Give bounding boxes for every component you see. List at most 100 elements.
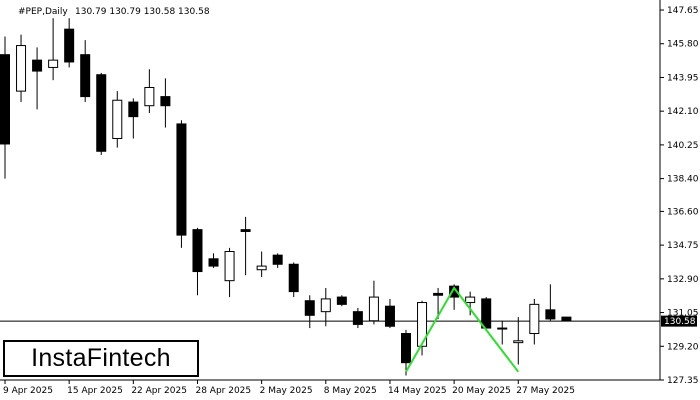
- candle-body: [433, 292, 444, 296]
- double-bottom-pattern-line: [405, 286, 520, 373]
- candle-body: [320, 298, 331, 313]
- candle-body: [128, 101, 139, 118]
- time-tick-label: 20 May 2025: [452, 386, 511, 396]
- candle: [0, 36, 10, 179]
- candle-body: [240, 229, 251, 232]
- candle-body: [0, 54, 10, 145]
- time-tick-label: 2 May 2025: [260, 386, 313, 396]
- candle-body: [417, 302, 428, 347]
- candle: [417, 300, 428, 356]
- candle: [64, 18, 75, 68]
- time-tick-label: 8 May 2025: [324, 386, 377, 396]
- candle: [401, 329, 411, 376]
- time-tick-label: 15 Apr 2025: [67, 386, 123, 396]
- candle: [481, 297, 492, 329]
- candle: [513, 317, 524, 365]
- price-tick-label: 147.65: [667, 6, 699, 16]
- candle: [497, 320, 508, 345]
- candle: [112, 91, 123, 148]
- candle: [288, 262, 299, 298]
- candle-body: [513, 340, 524, 344]
- candle: [192, 227, 203, 296]
- candle-body: [545, 309, 556, 320]
- time-tick-label: 9 Apr 2025: [3, 386, 53, 396]
- time-tick-label: 28 Apr 2025: [195, 386, 251, 396]
- chart-area: [0, 0, 660, 380]
- candle: [529, 298, 540, 345]
- price-tick-label: 136.60: [667, 207, 699, 217]
- candles: [0, 18, 572, 376]
- price-tick-label: 131.05: [667, 309, 699, 319]
- candle-body: [256, 265, 267, 271]
- current-price-badge-box: [661, 315, 697, 327]
- candle: [304, 295, 315, 329]
- candle: [240, 216, 251, 276]
- price-tick-label: 140.25: [667, 141, 699, 151]
- price-tick-label: 134.75: [667, 241, 699, 251]
- candle: [80, 40, 91, 103]
- candle-body: [336, 296, 347, 305]
- instafintech-logo: InstaFintech: [3, 340, 199, 377]
- candle-body: [144, 86, 155, 107]
- price-tick-label: 138.40: [667, 175, 699, 185]
- candle-body: [529, 303, 540, 335]
- candle-body: [32, 59, 43, 72]
- candle-body: [272, 254, 283, 265]
- candle: [128, 98, 139, 139]
- candle: [368, 280, 379, 325]
- candle: [224, 247, 235, 298]
- candle-body: [497, 327, 508, 330]
- candle-body: [80, 54, 91, 98]
- candle: [144, 69, 155, 113]
- candle-body: [465, 296, 476, 304]
- price-tick-label: 145.80: [667, 40, 699, 50]
- candle-body: [352, 311, 363, 325]
- candle: [561, 316, 572, 322]
- candle-body: [368, 296, 379, 322]
- candle-body: [176, 123, 187, 236]
- candle: [32, 47, 43, 110]
- candle-body: [16, 45, 27, 92]
- candle-body: [160, 96, 171, 107]
- candle-body: [384, 305, 395, 327]
- symbol-label: #PEP,Daily: [18, 7, 68, 17]
- price-tick-label: 127.35: [667, 376, 699, 386]
- candle: [160, 78, 171, 128]
- current-price-value: 130.58: [664, 317, 696, 327]
- candle-body: [64, 28, 75, 63]
- current-price-badge: 130.58: [661, 315, 697, 327]
- time-axis: 9 Apr 2025 15 Apr 2025 22 Apr 2025 28 Apr 2…: [3, 380, 575, 396]
- candle: [545, 284, 556, 321]
- price-tick-label: 132.90: [667, 275, 699, 285]
- candle: [48, 18, 59, 81]
- candle: [352, 308, 363, 329]
- candle: [272, 253, 283, 268]
- price-tick-label: 129.20: [667, 342, 699, 352]
- candle-body: [112, 99, 123, 140]
- candle-body: [401, 333, 411, 364]
- time-tick-label: 22 Apr 2025: [131, 386, 187, 396]
- candle: [433, 287, 444, 319]
- candle: [256, 251, 267, 278]
- candle: [384, 298, 395, 329]
- candle-body: [192, 229, 203, 273]
- candle: [176, 120, 187, 248]
- candle: [320, 287, 331, 327]
- ohlc-label: 130.79 130.79 130.58 130.58: [75, 7, 210, 17]
- time-tick-label: 27 May 2025: [516, 386, 575, 396]
- price-axis: 147.65 145.80 143.95 142.10 140.25 138.40 136.…: [660, 6, 699, 386]
- candle-body: [304, 300, 315, 316]
- candle-body: [96, 74, 107, 152]
- candle-body: [48, 59, 59, 68]
- candle-body: [208, 258, 219, 267]
- candle-body: [561, 316, 572, 322]
- candle-body: [224, 251, 235, 282]
- candle: [336, 295, 347, 307]
- time-tick-label: 14 May 2025: [388, 386, 447, 396]
- candle-body: [449, 285, 460, 298]
- price-tick-label: 142.10: [667, 107, 699, 117]
- logo-text: InstaFintech: [31, 344, 171, 372]
- candle: [208, 253, 219, 268]
- price-tick-label: 143.95: [667, 73, 699, 83]
